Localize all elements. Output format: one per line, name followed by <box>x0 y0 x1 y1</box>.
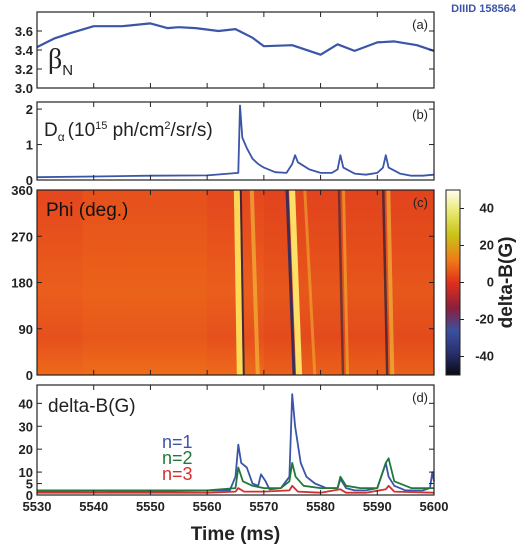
panel-c-phi-heatmap: 0 90 180 270 360 (c) Phi (deg.) <box>11 183 435 383</box>
panel-letter: (b) <box>412 107 428 122</box>
event-streak-bright <box>289 190 303 375</box>
colorbar-tick-label: -20 <box>475 312 494 327</box>
shot-number-label: DIIID 158564 <box>451 3 517 15</box>
label-sup: 2 <box>164 120 170 132</box>
series-line <box>36 22 435 56</box>
x-tick-label: 5530 <box>23 499 52 514</box>
label-part: D <box>44 120 58 141</box>
colorbar: -40 -20 0 20 40 delta-B(G) <box>445 189 517 376</box>
panel-letter: (d) <box>412 390 428 405</box>
label-part: (10 <box>68 120 95 141</box>
y-tick-label: 40 <box>19 396 33 411</box>
y-tick-label: 0 <box>26 173 33 188</box>
heatmap-band <box>82 190 208 375</box>
panel-a-beta-n: 3.0 3.2 3.4 3.6 (a) βN <box>15 11 435 96</box>
y-tick-label: 90 <box>19 322 33 337</box>
heatmap-field <box>37 190 434 375</box>
x-axis-title: Time (ms) <box>191 524 280 545</box>
colorbar-tick-label: 20 <box>480 238 494 253</box>
event-streak-bright <box>342 190 350 375</box>
x-tick-label: 5600 <box>420 499 449 514</box>
legend-n1: n=1 <box>162 432 193 452</box>
plot-frame <box>36 11 435 89</box>
event-streak-dark <box>381 190 389 375</box>
colorbar-gradient <box>445 189 461 376</box>
y-tick-label: 0 <box>26 488 33 503</box>
panel-b-d-alpha: 012 (b)Dα (1015 ph/cm2/sr/s) <box>26 101 435 188</box>
label-sup: 15 <box>95 120 107 132</box>
beta-subscript: N <box>62 62 73 79</box>
series-line <box>36 104 435 179</box>
y-tick-label: 3.2 <box>15 62 33 77</box>
label-part: /sr/s) <box>171 120 213 141</box>
colorbar-label: delta-B(G) <box>496 237 517 329</box>
plot-frame <box>36 384 435 496</box>
x-axis: 5530 5540 5550 5560 5570 5580 5590 5600 Time (ms… <box>23 499 449 545</box>
y-tick-label: 270 <box>11 229 33 244</box>
event-streak-dark <box>285 190 296 375</box>
x-tick-label: 5550 <box>136 499 165 514</box>
event-streak-dark <box>239 190 245 375</box>
y-tick-label: 1 <box>26 138 33 153</box>
x-tick-label: 5560 <box>193 499 222 514</box>
colorbar-tick-label: 0 <box>487 275 494 290</box>
event-streak-dark <box>337 190 345 375</box>
series-line-n1 <box>36 393 435 493</box>
y-tick-label: 360 <box>11 183 33 198</box>
x-tick-label: 5590 <box>363 499 392 514</box>
y-tick-label: 3.4 <box>15 43 34 58</box>
colorbar-tick-label: 40 <box>480 201 494 216</box>
y-tick-label: 180 <box>11 276 33 291</box>
delta-b-label: delta-B(G) <box>48 396 136 417</box>
series-line-n2 <box>37 457 434 492</box>
y-tick-label: 2 <box>26 102 33 117</box>
event-streak-bright <box>303 190 317 375</box>
x-tick-label: 5540 <box>79 499 108 514</box>
colorbar-tick-label: -40 <box>475 349 494 364</box>
y-tick-label: 0 <box>26 368 33 383</box>
y-tick-label: 5 <box>26 477 33 492</box>
x-tick-label: 5580 <box>306 499 335 514</box>
beta-symbol: β <box>48 44 62 75</box>
y-tick-label: 3.0 <box>15 81 33 96</box>
label-part: ph/cm <box>107 120 164 141</box>
legend-n3: n=3 <box>162 464 193 484</box>
y-tick-label: 20 <box>19 442 33 457</box>
plot-frame <box>36 101 435 181</box>
y-tick-label: 3.6 <box>15 24 33 39</box>
panel-letter: (c) <box>413 195 428 210</box>
y-tick-label: 10 <box>19 465 33 480</box>
label-sub: α <box>58 130 65 144</box>
event-streak-bright <box>386 190 395 375</box>
y-tick-label: 30 <box>19 419 33 434</box>
x-tick-label: 5570 <box>249 499 278 514</box>
phi-label: Phi (deg.) <box>46 200 128 221</box>
beta-n-label: βN <box>48 44 73 79</box>
d-alpha-label: Dα (1015 ph/cm2/sr/s) <box>44 120 213 144</box>
panel-letter: (a) <box>412 17 428 32</box>
legend-n2: n=2 <box>162 448 193 468</box>
event-streak-bright <box>249 190 260 375</box>
